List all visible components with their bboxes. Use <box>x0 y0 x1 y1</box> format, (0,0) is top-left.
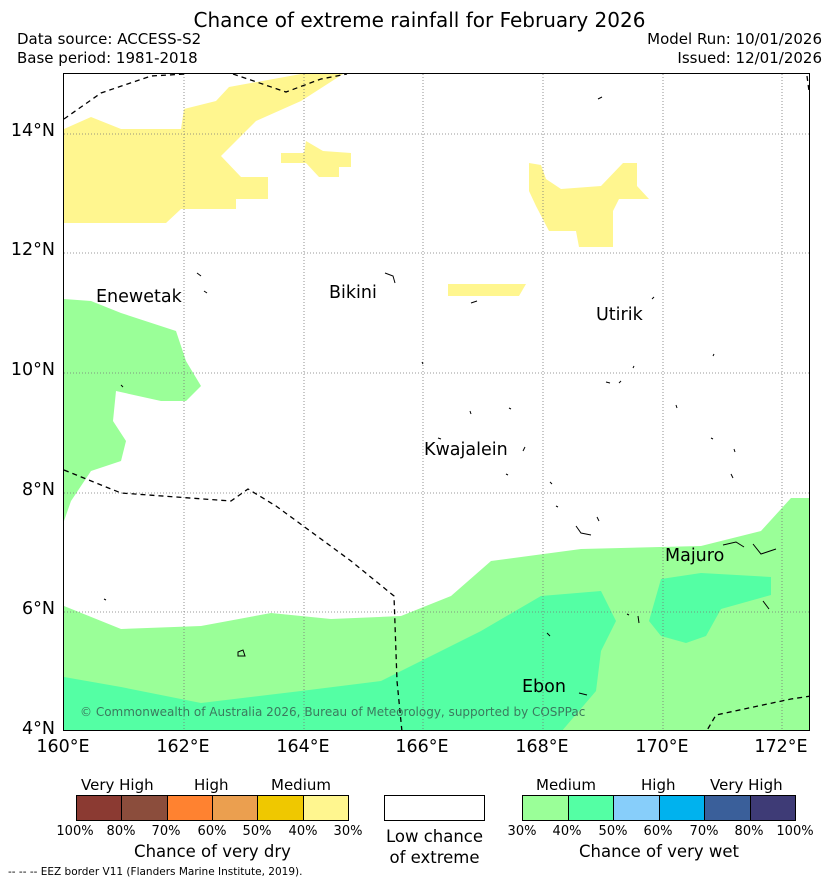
lat-label-4n: 4°N <box>22 719 55 739</box>
wet-swatch <box>614 796 660 820</box>
wet-tick: 80% <box>734 824 764 839</box>
dry-swatch <box>77 796 123 820</box>
lat-label-8n: 8°N <box>22 480 55 500</box>
wet-tick: 30% <box>507 824 537 839</box>
dry-colorbar <box>76 795 349 821</box>
wet-legend-very-high: Very High <box>710 776 783 794</box>
dry-medium-region-small <box>448 284 526 296</box>
place-label-enewetak: Enewetak <box>96 287 182 307</box>
low-chance-line1: Low chance <box>385 827 484 846</box>
dry-legend-very-high: Very High <box>81 776 154 794</box>
place-label-kwajalein: Kwajalein <box>424 440 508 460</box>
lon-label-168e: 168°E <box>515 737 569 757</box>
dry-tick: 50% <box>242 824 272 839</box>
lat-label-10n: 10°N <box>10 360 55 380</box>
wet-legend-high: High <box>641 776 676 794</box>
wet-legend-medium: Medium <box>536 776 596 794</box>
island-outlines <box>103 96 777 696</box>
dry-legend-high: High <box>194 776 229 794</box>
lon-label-164e: 164°E <box>276 737 330 757</box>
place-label-utirik: Utirik <box>596 305 643 325</box>
wet-medium-region-west <box>64 299 201 521</box>
wet-swatch <box>750 796 795 820</box>
dry-swatch <box>167 796 213 820</box>
place-label-bikini: Bikini <box>329 283 377 303</box>
lon-label-172e: 172°E <box>754 737 808 757</box>
place-label-ebon: Ebon <box>522 677 566 697</box>
lon-label-166e: 166°E <box>395 737 449 757</box>
lat-label-6n: 6°N <box>22 599 55 619</box>
map-canvas <box>64 74 809 730</box>
wet-swatch <box>568 796 614 820</box>
dry-tick: 70% <box>151 824 181 839</box>
wet-tick: 40% <box>552 824 582 839</box>
place-label-majuro: Majuro <box>665 546 725 566</box>
dry-medium-region-central <box>281 141 351 177</box>
dry-legend-title: Chance of very dry <box>134 842 291 861</box>
model-run-text: Model Run: 10/01/2026 <box>647 30 822 48</box>
copyright-notice: © Commonwealth of Australia 2026, Bureau… <box>80 705 586 719</box>
eez-footnote: -- -- -- EEZ border V11 (Flanders Marine… <box>8 866 303 878</box>
lon-label-170e: 170°E <box>635 737 689 757</box>
dry-swatch <box>303 796 348 820</box>
dry-swatch <box>212 796 259 820</box>
low-chance-swatch <box>384 795 485 821</box>
dry-swatch <box>122 796 168 820</box>
base-period-text: Base period: 1981-2018 <box>17 49 198 67</box>
wet-legend-title: Chance of very wet <box>579 842 739 861</box>
wet-swatch <box>523 796 569 820</box>
wet-swatch <box>659 796 705 820</box>
header-left: Data source: ACCESS-S2 Base period: 1981… <box>17 30 201 68</box>
low-chance-label: Low chance of extreme <box>372 826 497 868</box>
dry-tick: 80% <box>106 824 136 839</box>
wet-high-medium-region-east <box>649 573 771 643</box>
lat-label-14n: 14°N <box>10 121 55 141</box>
dry-medium-region-northwest <box>64 74 343 223</box>
wet-tick: 100% <box>776 824 814 839</box>
wet-tick: 70% <box>689 824 719 839</box>
dry-tick: 60% <box>197 824 227 839</box>
dry-medium-region-east <box>529 163 649 247</box>
dry-tick: 100% <box>56 824 94 839</box>
wet-tick: 60% <box>643 824 673 839</box>
data-source-text: Data source: ACCESS-S2 <box>17 30 202 48</box>
dry-tick: 30% <box>333 824 363 839</box>
dry-swatch <box>258 796 304 820</box>
lon-label-160e: 160°E <box>36 737 90 757</box>
wet-tick: 50% <box>598 824 628 839</box>
lat-label-12n: 12°N <box>10 240 55 260</box>
eez-borders <box>64 74 809 730</box>
dry-tick: 40% <box>288 824 318 839</box>
lon-label-162e: 162°E <box>156 737 210 757</box>
header-right: Model Run: 10/01/2026 Issued: 12/01/2026 <box>647 30 822 68</box>
dry-legend-medium: Medium <box>271 776 331 794</box>
wet-swatch <box>705 796 751 820</box>
low-chance-fill <box>385 796 484 820</box>
map-panel <box>63 73 810 731</box>
wet-colorbar <box>522 795 796 821</box>
wet-medium-region-south <box>64 498 809 730</box>
map-title: Chance of extreme rainfall for February … <box>193 8 646 32</box>
wet-high-medium-region-south <box>64 591 616 730</box>
issued-text: Issued: 12/01/2026 <box>677 49 822 67</box>
low-chance-line2: of extreme <box>389 848 480 867</box>
